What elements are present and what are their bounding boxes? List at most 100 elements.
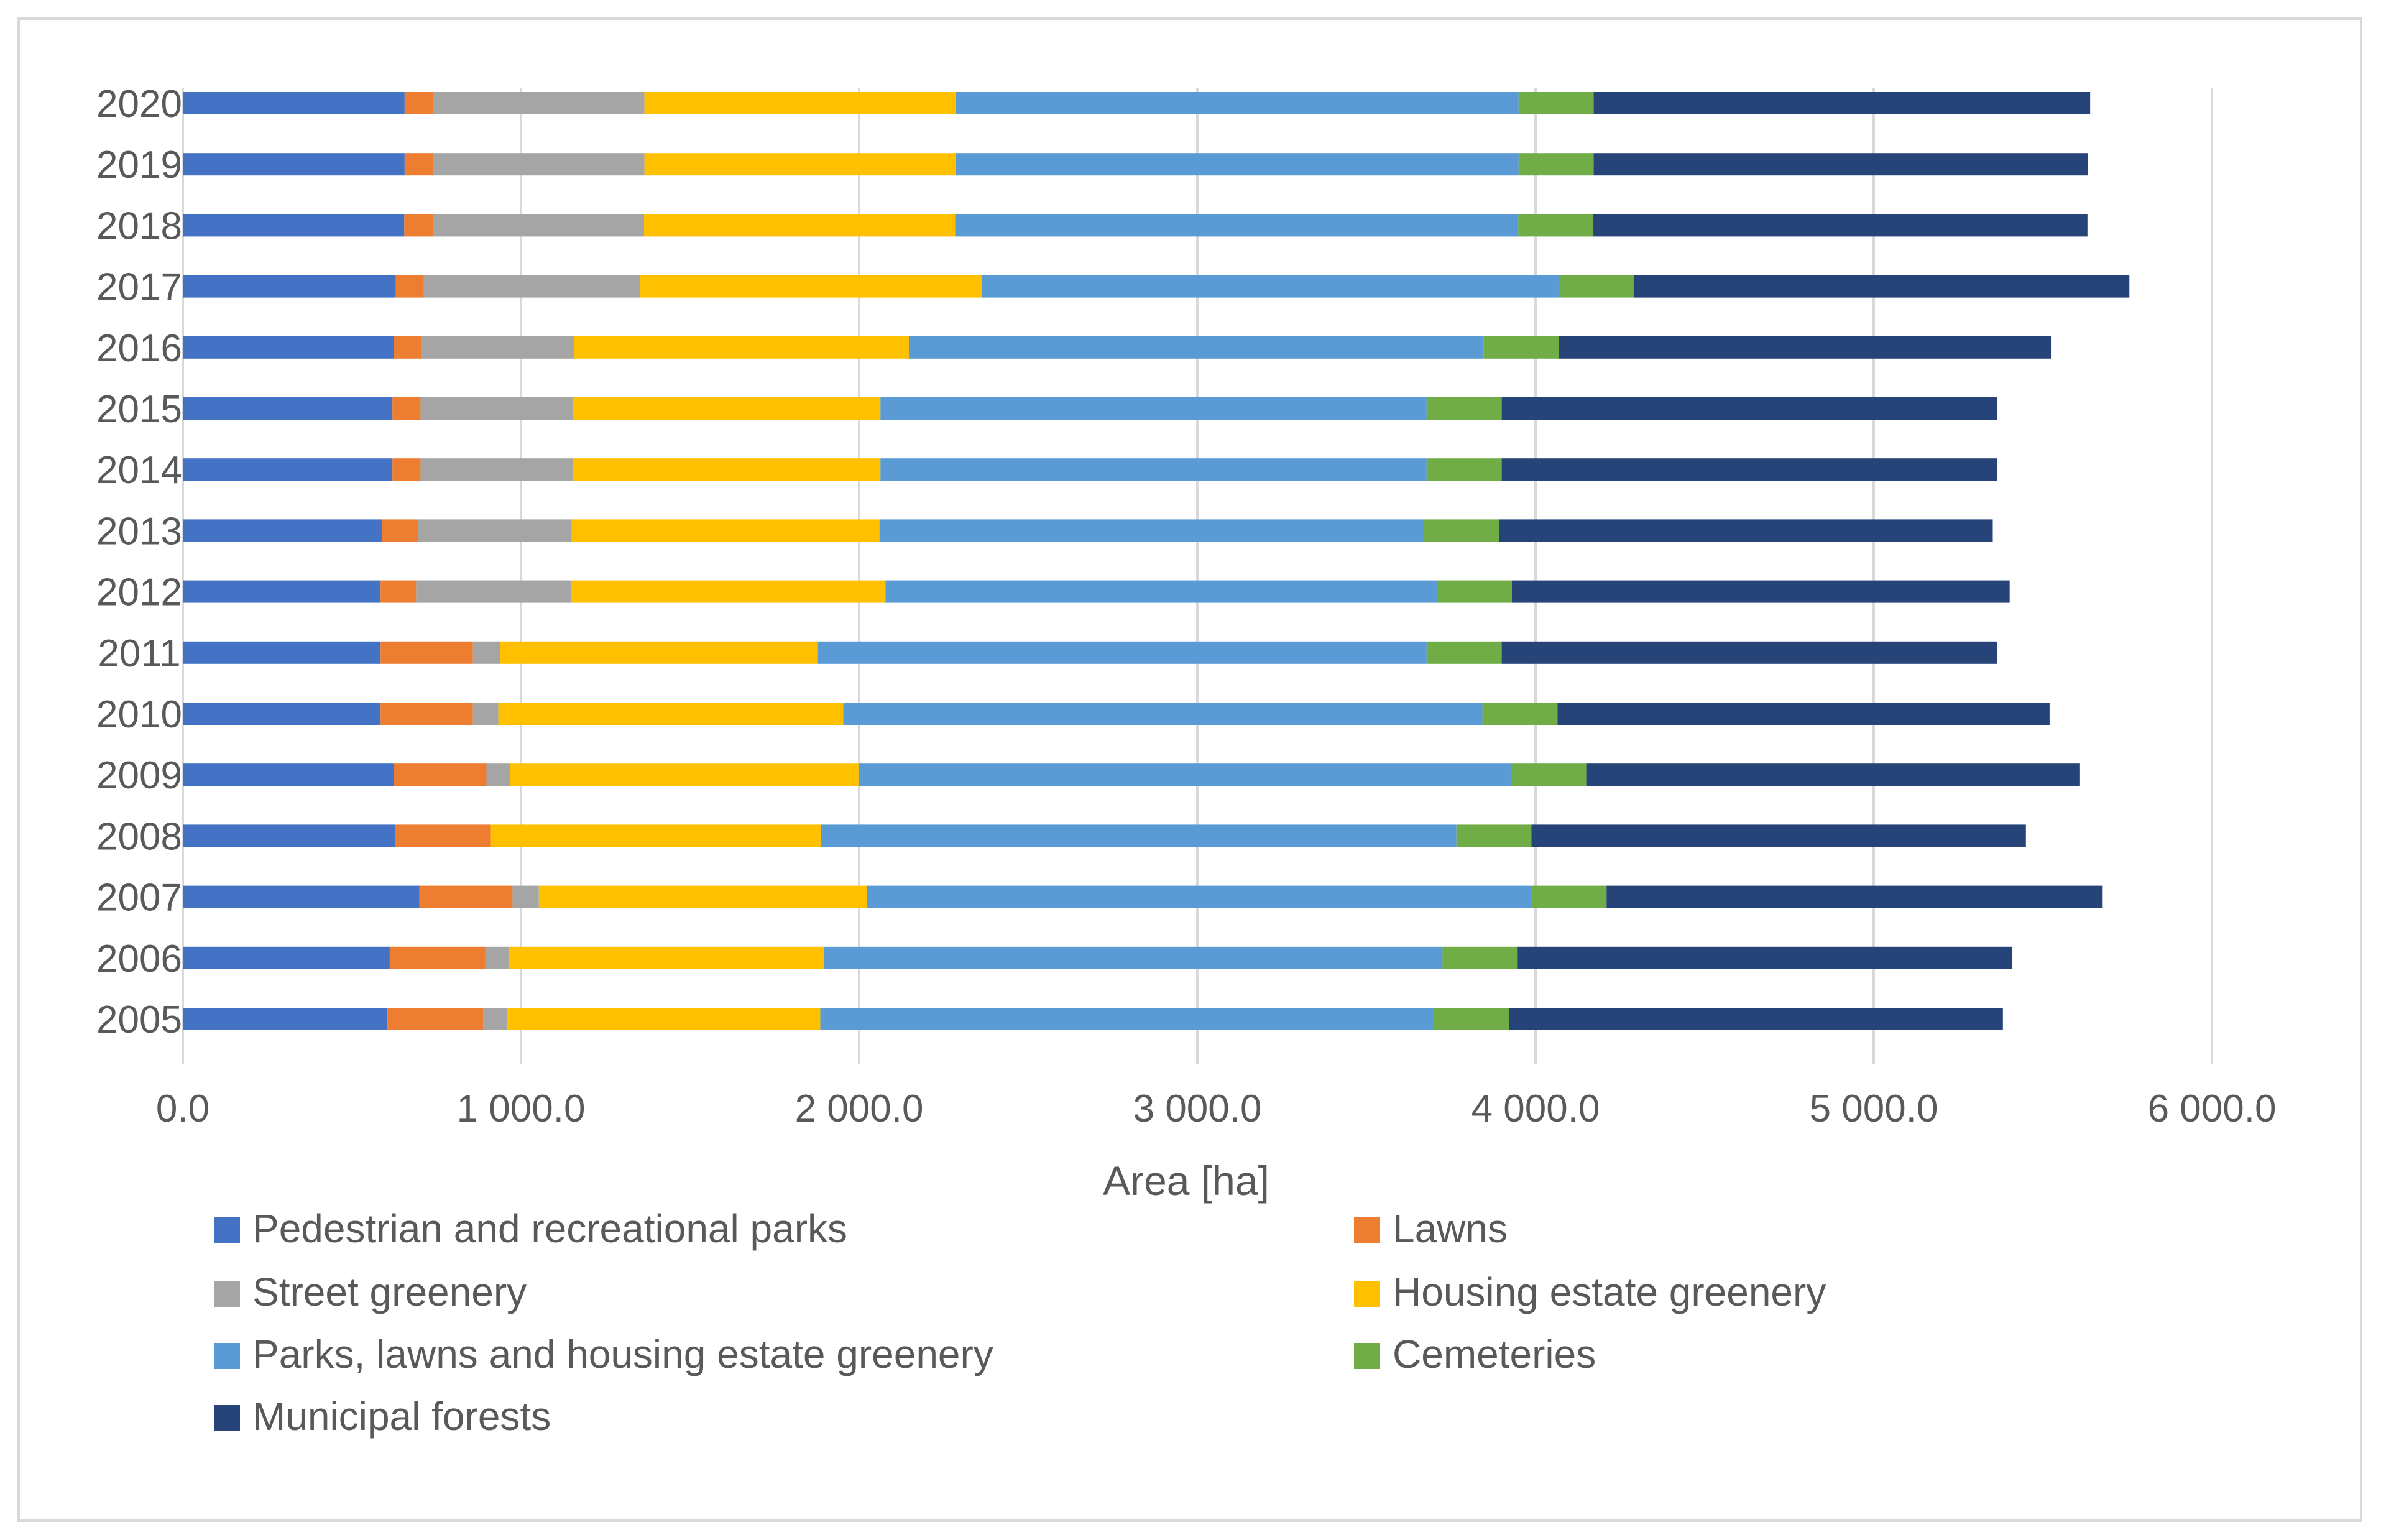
bar-2005-series-6: [1509, 1008, 2003, 1030]
bar-2018-series-6: [1593, 214, 2088, 237]
bar-2018-series-2: [433, 214, 645, 237]
bar-2010-series-6: [1557, 703, 2050, 725]
bar-2017-series-6: [1633, 275, 2130, 298]
bar-2005-series-0: [183, 1008, 388, 1030]
bar-2015-series-0: [183, 397, 393, 420]
bar-2014-series-4: [880, 458, 1427, 481]
y-tick-label-2016: 2016: [96, 327, 182, 370]
y-tick-label-2005: 2005: [96, 998, 182, 1041]
bar-2015-series-3: [573, 397, 881, 420]
bar-2014-series-2: [420, 458, 573, 481]
bar-2008-series-4: [820, 824, 1457, 847]
y-tick-label-2008: 2008: [96, 815, 182, 858]
bar-2010-series-1: [380, 703, 473, 725]
bar-2009-series-0: [183, 763, 394, 786]
x-tick-label-3: 3 000.0: [1133, 1087, 1262, 1130]
bar-2012-series-3: [571, 580, 886, 603]
chart-frame: 2020 2019 2018 2017 2016 2015 2014 2013 2012 2011…: [17, 17, 2362, 1522]
y-tick-label-2009: 2009: [96, 754, 182, 797]
bar-2011-series-2: [472, 641, 500, 664]
bar-2014-series-0: [183, 458, 393, 481]
bar-2010-series-3: [498, 703, 844, 725]
y-tick-label-2017: 2017: [96, 266, 182, 309]
bar-2010-series-4: [843, 703, 1483, 725]
bar-2008-series-6: [1531, 824, 2026, 847]
bar-2005-series-1: [387, 1008, 484, 1030]
legend-swatch-0: [214, 1217, 240, 1243]
bar-2016-series-6: [1559, 336, 2052, 359]
bar-2009-series-1: [394, 763, 487, 786]
bar-2014-series-1: [392, 458, 421, 481]
y-tick-label-2012: 2012: [96, 571, 182, 614]
bar-2020-series-3: [644, 92, 956, 114]
bar-2019-series-3: [644, 153, 956, 176]
bar-2019-series-6: [1593, 153, 2088, 176]
bar-2020-series-6: [1593, 92, 2091, 114]
bar-2019-series-1: [404, 153, 433, 176]
bar-2018-series-0: [183, 214, 405, 237]
bar-2020-series-1: [404, 92, 433, 114]
bar-2006-series-4: [823, 946, 1443, 969]
y-tick-label-2007: 2007: [96, 877, 182, 920]
bar-2009-series-2: [486, 763, 510, 786]
bar-2019-series-4: [956, 153, 1519, 176]
bar-2017-series-0: [183, 275, 396, 298]
x-tick-labels: 0.0 1 000.0 2 000.0 3 000.0 4 000.0 5 000.0 6 …: [156, 1087, 2277, 1130]
x-tick-label-4: 4 000.0: [1471, 1087, 1600, 1130]
stacked-bar-chart: 2020 2019 2018 2017 2016 2015 2014 2013 2012 2011…: [96, 83, 2277, 1439]
bar-2020-series-5: [1518, 92, 1594, 114]
bar-2012-series-6: [1511, 580, 2010, 603]
y-tick-label-2010: 2010: [96, 693, 182, 736]
legend-swatch-2: [214, 1281, 240, 1307]
bar-2005-series-4: [820, 1008, 1434, 1030]
bar-2012-series-4: [885, 580, 1437, 603]
legend-item-4: Parks, lawns and housing estate greenery: [214, 1332, 993, 1376]
bar-2017-series-4: [982, 275, 1559, 298]
bar-2011-series-0: [183, 641, 381, 664]
bar-2013-series-6: [1499, 519, 1993, 542]
bars: [183, 92, 2130, 1030]
bar-2018-series-5: [1518, 214, 1594, 237]
bar-2011-series-6: [1501, 641, 1997, 664]
bar-2013-series-1: [382, 519, 418, 542]
bar-2006-series-0: [183, 946, 390, 969]
bar-2013-series-4: [879, 519, 1424, 542]
bar-2009-series-5: [1511, 763, 1587, 786]
legend-item-5: Cemeteries: [1354, 1332, 1596, 1376]
bar-2020-series-4: [956, 92, 1519, 114]
bar-2007-series-1: [419, 885, 513, 908]
legend: Pedestrian and recreational parks Lawns St…: [214, 1206, 1826, 1439]
bar-2017-series-3: [640, 275, 982, 298]
gridlines: [182, 88, 2213, 1064]
bar-2007-series-5: [1531, 885, 1607, 908]
legend-label-1: Lawns: [1393, 1206, 1508, 1251]
bar-2006-series-2: [485, 946, 509, 969]
bar-2013-series-3: [571, 519, 880, 542]
bar-2016-series-2: [421, 336, 574, 359]
bar-2016-series-3: [574, 336, 909, 359]
legend-label-3: Housing estate greenery: [1393, 1270, 1826, 1314]
legend-label-4: Parks, lawns and housing estate greenery: [252, 1332, 993, 1376]
bar-2017-series-2: [423, 275, 641, 298]
bar-2018-series-4: [955, 214, 1519, 237]
bar-2019-series-5: [1518, 153, 1594, 176]
legend-label-6: Municipal forests: [252, 1394, 551, 1439]
legend-item-2: Street greenery: [214, 1270, 527, 1314]
bar-2015-series-1: [392, 397, 421, 420]
bar-2005-series-5: [1434, 1008, 1509, 1030]
legend-swatch-6: [214, 1405, 240, 1431]
bar-2020-series-0: [183, 92, 405, 114]
bar-2015-series-6: [1501, 397, 1997, 420]
x-tick-label-2: 2 000.0: [795, 1087, 924, 1130]
bar-2015-series-4: [880, 397, 1427, 420]
bar-2020-series-2: [433, 92, 645, 114]
legend-swatch-4: [214, 1343, 240, 1369]
legend-label-0: Pedestrian and recreational parks: [252, 1206, 847, 1251]
bar-2006-series-6: [1517, 946, 2013, 969]
bar-2016-series-1: [394, 336, 422, 359]
bar-2007-series-4: [867, 885, 1532, 908]
bar-2008-series-0: [183, 824, 395, 847]
bar-2011-series-1: [380, 641, 473, 664]
bar-2013-series-2: [418, 519, 572, 542]
legend-item-6: Municipal forests: [214, 1394, 551, 1439]
